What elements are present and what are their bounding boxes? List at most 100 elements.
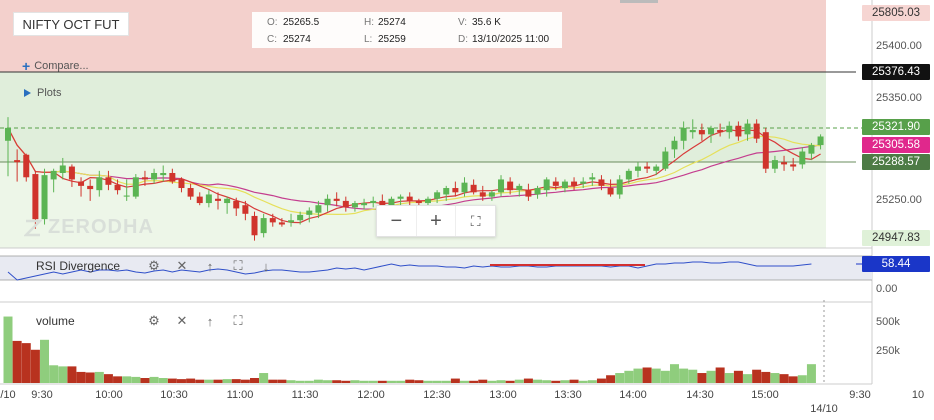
volume-bar [113, 376, 123, 383]
volume-bar [441, 380, 451, 383]
time-axis-label: 10:00 [95, 389, 123, 401]
volume-bar [140, 378, 150, 383]
volume-bar [679, 368, 689, 383]
zoom-out-button[interactable]: − [377, 206, 417, 236]
candle-body [224, 198, 231, 204]
candle-body [708, 127, 715, 135]
volume-bar [496, 380, 506, 383]
volume-bar [478, 379, 488, 383]
volume-bar [3, 316, 13, 383]
open-value: 25265.5 [283, 17, 320, 28]
candle-body [342, 200, 349, 208]
candle-body [306, 210, 313, 215]
candle-body [771, 160, 778, 169]
price-axis-label: 25350.00 [876, 92, 922, 104]
high-value: 25274 [378, 17, 406, 28]
volume-bar [12, 340, 22, 383]
zoom-in-button[interactable]: + [417, 206, 457, 236]
range-zone [0, 72, 826, 162]
candle-body [351, 203, 358, 208]
zerodha-watermark: ZERODHA [24, 216, 154, 239]
volume-bar [386, 380, 396, 383]
candle-body [607, 188, 614, 195]
candle-body [662, 151, 669, 169]
volume-bar [313, 379, 323, 383]
price-tag-level: 25376.43 [862, 64, 930, 80]
volume-bar [761, 371, 771, 383]
volume-bar [551, 380, 561, 383]
gear-icon[interactable]: ⚙ [148, 313, 160, 328]
fit-screen-button[interactable]: ⛶ [470, 212, 481, 229]
candle-body [461, 182, 468, 193]
close-icon[interactable]: ✕ [176, 258, 188, 273]
gear-icon[interactable]: ⚙ [148, 258, 160, 273]
up-arrow-icon[interactable]: ↑ [206, 258, 214, 274]
candle-body [808, 145, 815, 154]
date-value: 13/10/2025 11:00 [472, 34, 550, 45]
up-arrow-icon[interactable]: ↑ [206, 313, 214, 329]
volume-bar [158, 378, 168, 383]
candle-body [87, 185, 94, 190]
volume-bar [469, 380, 479, 383]
candle-body [552, 181, 559, 186]
price-tag-ma: 25305.58 [862, 137, 930, 153]
volume-bar [578, 380, 588, 383]
time-axis-label: 11:00 [226, 389, 254, 401]
candle-body [114, 184, 121, 191]
candle-body [14, 160, 21, 163]
volume-bar [85, 372, 95, 383]
compare-button[interactable]: + Compare... [22, 59, 89, 73]
moving-average-mid [7, 127, 821, 216]
price-tag-max: 25805.03 [862, 5, 930, 21]
candle-body [278, 222, 285, 225]
candle-body [525, 190, 532, 197]
candle-body [151, 172, 158, 180]
volume-bar [286, 380, 296, 383]
volume-bar [304, 380, 314, 383]
volume-bar [669, 364, 679, 383]
volume-bar [533, 379, 543, 383]
candle-body [105, 177, 112, 185]
volume-bar [743, 374, 753, 383]
volume-bar [222, 379, 232, 383]
fullscreen-icon[interactable]: ⛶ [233, 258, 243, 273]
time-axis-label: 10:30 [160, 389, 188, 401]
candle-body [205, 194, 212, 204]
candle-body [744, 123, 751, 135]
volume-bar [450, 378, 460, 383]
volume-bar [724, 373, 734, 383]
close-value: 25274 [283, 34, 311, 45]
candle-body [96, 177, 103, 191]
volume-bar [323, 380, 333, 383]
volume-bar [806, 364, 816, 383]
candle-body [616, 179, 623, 195]
volume-bar [167, 378, 177, 383]
down-arrow-icon[interactable]: ↓ [262, 258, 270, 274]
volume-bar [423, 380, 433, 383]
volume-bar [460, 380, 469, 383]
candle-body [5, 127, 11, 141]
close-icon[interactable]: ✕ [176, 313, 188, 328]
volume-axis-label: 250k [876, 345, 900, 357]
low-value: 25259 [378, 34, 406, 45]
volume-bar [542, 380, 552, 383]
candle-body [790, 164, 797, 167]
volume-bar [277, 379, 287, 383]
candle-body [698, 130, 705, 135]
volume-bar [660, 370, 670, 383]
plots-toggle[interactable]: Plots [24, 87, 61, 99]
fullscreen-icon[interactable]: ⛶ [233, 313, 243, 328]
candle-body [653, 166, 660, 171]
price-axis-label: 25400.00 [876, 40, 922, 52]
volume-bar [651, 368, 661, 383]
volume-axis-label: 500k [876, 316, 900, 328]
candle-body [132, 177, 139, 197]
volume-bar [752, 369, 762, 383]
volume-bar [733, 370, 743, 383]
volume-study-label: volume [36, 314, 75, 328]
volume-bar [131, 376, 141, 383]
candle-body [196, 196, 203, 204]
time-axis-label: 10 [911, 389, 925, 401]
candle-body [23, 154, 30, 178]
